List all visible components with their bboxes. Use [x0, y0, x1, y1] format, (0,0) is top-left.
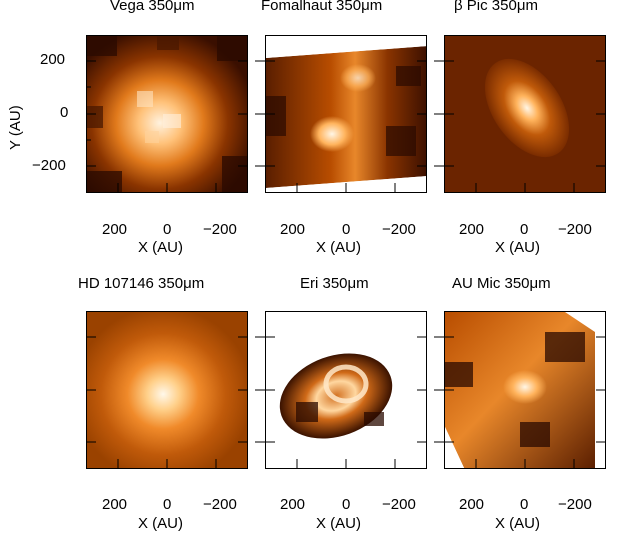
x-tick-label: −200 [558, 496, 592, 513]
x-axis-label: X (AU) [316, 515, 361, 532]
x-tick-label: 0 [342, 221, 351, 238]
panel-title-vega: Vega 350μm [110, 0, 195, 14]
hd107146-map-image [87, 312, 247, 468]
y-tick-label: 200 [40, 51, 66, 68]
x-tick-label: 0 [520, 221, 529, 238]
beta-pic-map-panel [444, 35, 606, 193]
x-axis-label: X (AU) [138, 515, 183, 532]
fomalhaut-map-panel [265, 35, 427, 193]
x-tick-label: −200 [558, 221, 592, 238]
y-axis-label: Y (AU) [7, 105, 24, 150]
panel-title-hd107146: HD 107146 350μm [78, 275, 205, 292]
x-axis-label: X (AU) [495, 515, 540, 532]
x-tick-label: −200 [382, 221, 416, 238]
x-tick-label: 0 [342, 496, 351, 513]
eps-eri-map-panel [265, 311, 427, 469]
panel-title-eps-eri: Eri 350μm [300, 275, 369, 292]
x-tick-label: 200 [102, 496, 128, 513]
x-axis-label: X (AU) [316, 239, 361, 256]
x-tick-label: 200 [459, 221, 485, 238]
x-tick-label: −200 [203, 496, 237, 513]
x-tick-label: 200 [102, 221, 128, 238]
x-tick-label: 200 [280, 496, 306, 513]
au-mic-map-panel [444, 311, 606, 469]
au-mic-map-image [445, 312, 605, 468]
fomalhaut-map-image [266, 36, 426, 192]
beta-pic-map-image [445, 36, 605, 192]
eps-eri-map-image [279, 353, 393, 439]
vega-map-image [87, 36, 247, 192]
hd107146-map-panel [86, 311, 248, 469]
x-tick-label: 0 [163, 496, 172, 513]
x-tick-label: −200 [382, 496, 416, 513]
panel-title-beta-pic: β Pic 350μm [454, 0, 538, 14]
x-axis-label: X (AU) [495, 239, 540, 256]
panel-title-au-mic: AU Mic 350μm [452, 275, 551, 292]
x-axis-label: X (AU) [138, 239, 183, 256]
x-tick-label: 0 [163, 221, 172, 238]
x-tick-label: 200 [459, 496, 485, 513]
vega-map-panel [86, 35, 248, 193]
x-tick-label: −200 [203, 221, 237, 238]
panel-title-fomalhaut: Fomalhaut 350μm [261, 0, 383, 14]
y-tick-label: −200 [32, 157, 66, 174]
x-tick-label: 200 [280, 221, 306, 238]
x-tick-label: 0 [520, 496, 529, 513]
y-tick-label: 0 [60, 104, 69, 121]
